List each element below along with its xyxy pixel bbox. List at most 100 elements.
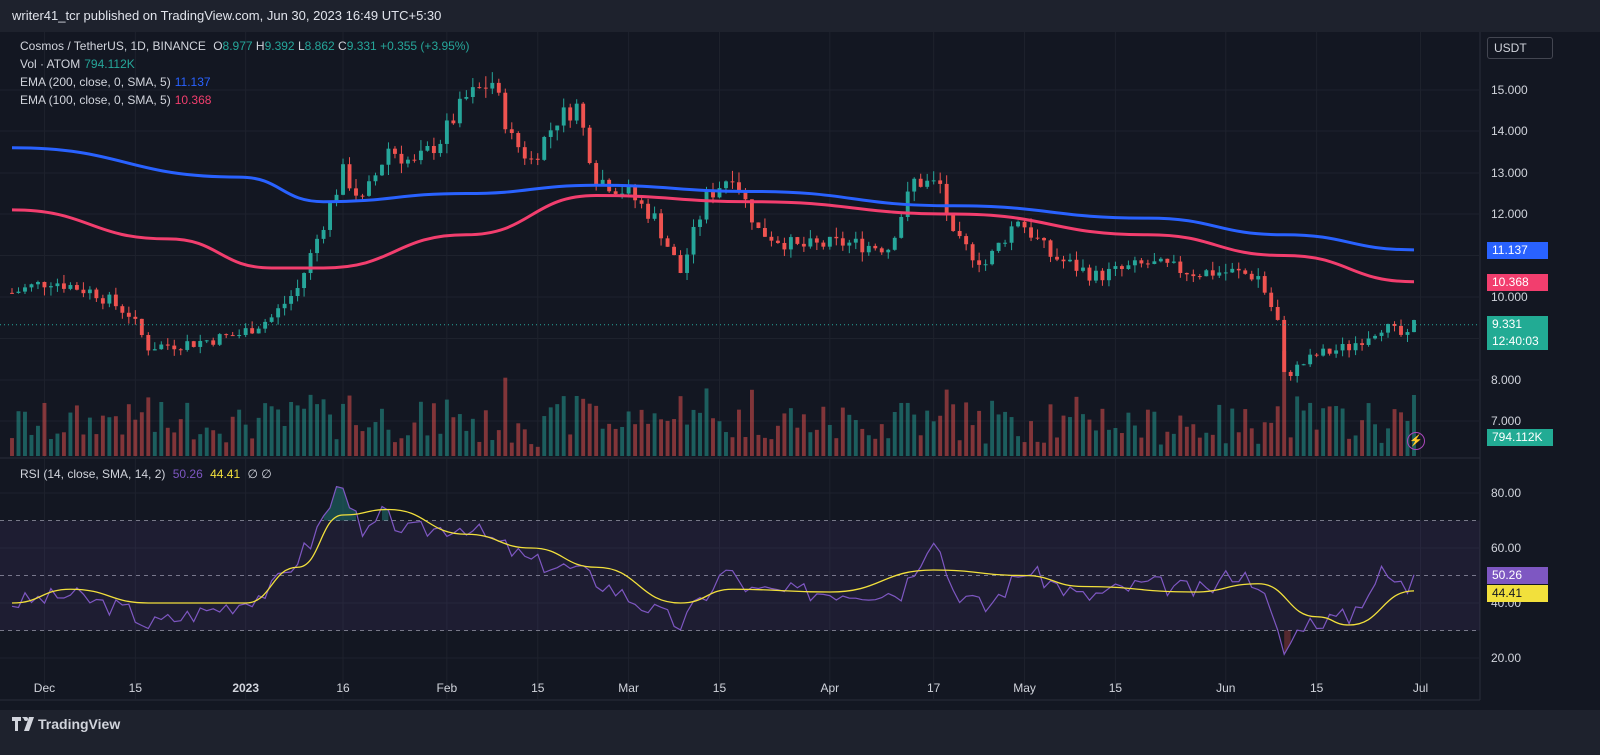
volume-bar xyxy=(250,438,255,456)
candle-body xyxy=(639,200,644,204)
candle-body xyxy=(918,178,923,187)
volume-bar xyxy=(289,402,294,456)
volume-bar xyxy=(1262,422,1267,456)
candle-body xyxy=(321,229,326,239)
price-tick-label: 8.000 xyxy=(1491,373,1521,387)
volume-bar xyxy=(1392,409,1397,456)
volume-bar xyxy=(1145,409,1150,456)
volume-bar xyxy=(1334,406,1339,456)
candle-body xyxy=(535,158,540,160)
candle-body xyxy=(704,191,709,220)
candle-body xyxy=(516,133,521,148)
volume-bar xyxy=(808,432,813,456)
volume-badge: 794.112K xyxy=(1487,429,1553,446)
volume-bar xyxy=(159,401,164,456)
volume-bar xyxy=(1048,404,1053,456)
volume-bar xyxy=(879,424,884,456)
tradingview-logo-icon xyxy=(12,717,34,731)
volume-bar xyxy=(1119,433,1124,456)
candle-body xyxy=(269,317,274,322)
volume-bar xyxy=(886,438,891,456)
volume-bar xyxy=(1256,443,1261,456)
volume-bar xyxy=(477,441,482,456)
time-tick-label: May xyxy=(1013,681,1036,695)
volume-bar xyxy=(977,410,982,456)
volume-bar xyxy=(146,397,151,456)
volume-bar xyxy=(1132,425,1137,456)
volume-bar xyxy=(1009,417,1014,456)
volume-bar xyxy=(380,408,384,456)
candle-body xyxy=(990,250,995,265)
volume-bar xyxy=(1139,437,1144,456)
time-tick-label: 15 xyxy=(713,681,727,695)
volume-bars xyxy=(10,351,1416,456)
volume-bar xyxy=(1210,434,1215,456)
volume-bar xyxy=(74,405,79,456)
time-tick-label: Feb xyxy=(437,681,458,695)
candle-body xyxy=(1204,270,1209,277)
volume-bar xyxy=(853,420,858,456)
candle-body xyxy=(360,195,365,197)
candle-body xyxy=(866,245,871,253)
candle-body xyxy=(1165,258,1170,263)
volume-bar xyxy=(769,439,774,456)
volume-bar xyxy=(561,396,566,456)
candle-body xyxy=(243,328,248,335)
candle-body xyxy=(1016,221,1021,227)
candle-body xyxy=(399,153,404,164)
volume-bar xyxy=(1412,394,1416,456)
candle-body xyxy=(983,264,988,266)
time-tick-label: Dec xyxy=(34,681,55,695)
volume-bar xyxy=(918,435,923,456)
volume-bar xyxy=(483,410,488,456)
candle-body xyxy=(912,178,917,192)
candle-body xyxy=(730,181,735,183)
candle-body xyxy=(393,148,397,154)
candle-body xyxy=(737,182,741,193)
candle-body xyxy=(490,82,495,89)
candle-body xyxy=(1301,364,1306,366)
candle-body xyxy=(561,107,566,126)
currency-selector[interactable]: USDT xyxy=(1487,37,1553,59)
candle-body xyxy=(964,236,969,245)
candle-body xyxy=(957,230,962,237)
candle-body xyxy=(1132,260,1137,266)
volume-bar xyxy=(1171,433,1176,456)
time-tick-label: 15 xyxy=(531,681,545,695)
candle-body xyxy=(347,164,352,189)
volume-bar xyxy=(1022,442,1027,456)
candle-body xyxy=(444,120,449,144)
volume-bar xyxy=(198,434,203,456)
volume-bar xyxy=(892,411,897,456)
candle-body xyxy=(996,242,1001,251)
volume-bar xyxy=(412,422,417,456)
candle-body xyxy=(230,335,235,337)
volume-bar xyxy=(1158,444,1163,456)
candle-body xyxy=(152,349,157,351)
candle-body xyxy=(1386,323,1390,333)
volume-bar xyxy=(107,417,112,456)
volume-bar xyxy=(126,404,131,456)
candle-body xyxy=(295,288,300,296)
volume-bar xyxy=(548,407,553,456)
volume-bar xyxy=(100,415,105,456)
volume-bar xyxy=(120,434,125,456)
lightning-icon[interactable]: ⚡ xyxy=(1407,432,1425,450)
candle-body xyxy=(522,147,527,159)
candle-body xyxy=(1269,292,1274,308)
volume-bar xyxy=(1191,424,1196,456)
price-tick-label: 12.000 xyxy=(1491,207,1528,221)
candle-body xyxy=(581,103,586,128)
candle-body xyxy=(457,98,462,124)
volume-bar xyxy=(594,405,599,456)
candle-body xyxy=(808,238,813,247)
volume-bar xyxy=(1321,408,1326,456)
candle-body xyxy=(315,238,320,254)
volume-bar xyxy=(1386,428,1390,456)
candle-body xyxy=(334,194,339,204)
volume-bar xyxy=(224,442,229,456)
volume-bar xyxy=(1217,404,1222,456)
candle-body xyxy=(944,183,949,214)
volume-bar xyxy=(1347,438,1352,456)
